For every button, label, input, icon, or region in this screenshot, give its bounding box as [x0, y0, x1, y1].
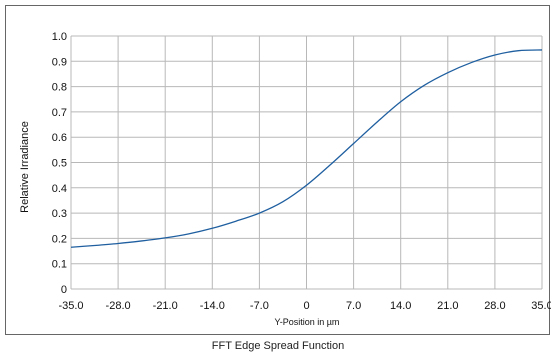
x-tick-label: 21.0 — [437, 300, 458, 312]
x-tick-label: -7.0 — [250, 300, 269, 312]
y-tick-label: 0.7 — [52, 107, 67, 119]
x-tick-label: 0 — [303, 300, 309, 312]
x-tick-label: 35.0 — [531, 300, 551, 312]
series-lines — [70, 49, 543, 248]
x-tick-label: -35.0 — [58, 300, 83, 312]
y-tick-label: 0.3 — [52, 208, 67, 220]
y-tick-label: 0.1 — [52, 259, 67, 271]
series-line — [70, 49, 543, 248]
x-tick-label: -28.0 — [106, 300, 131, 312]
x-axis-label: Y-Position in µm — [275, 317, 340, 327]
x-tick-label: -14.0 — [200, 300, 225, 312]
chart-caption: FFT Edge Spread Function — [211, 340, 345, 352]
y-tick-label: 0.2 — [52, 233, 67, 245]
edge-spread-chart: 0 0.1 0.2 0.3 0.4 0.5 0.6 0.7 0.8 0.9 1.0 -35.0 -28… — [19, 31, 551, 327]
y-tick-label: 1.0 — [52, 31, 67, 43]
x-tick-labels: -35.0 -28.0 -21.0 -14.0 -7.0 0 7.0 14.0 21.0 28.0… — [58, 300, 551, 312]
y-axis-label: Relative Irradiance — [19, 121, 31, 213]
y-tick-label: 0.9 — [52, 56, 67, 68]
y-tick-label: 0.8 — [52, 82, 67, 94]
x-tick-label: 14.0 — [390, 300, 411, 312]
y-tick-labels: 0 0.1 0.2 0.3 0.4 0.5 0.6 0.7 0.8 0.9 1.0 — [52, 31, 67, 296]
x-tick-label: 7.0 — [346, 300, 361, 312]
y-tick-label: 0.6 — [52, 132, 67, 144]
x-tick-label: -21.0 — [153, 300, 178, 312]
x-tick-label: 28.0 — [484, 300, 505, 312]
y-tick-label: 0.5 — [52, 158, 67, 170]
chart-frame: 0 0.1 0.2 0.3 0.4 0.5 0.6 0.7 0.8 0.9 1.0 -35.0 -28… — [5, 5, 551, 335]
y-tick-label: 0.4 — [52, 183, 67, 195]
y-tick-label: 0 — [61, 284, 67, 296]
grid — [70, 35, 543, 290]
